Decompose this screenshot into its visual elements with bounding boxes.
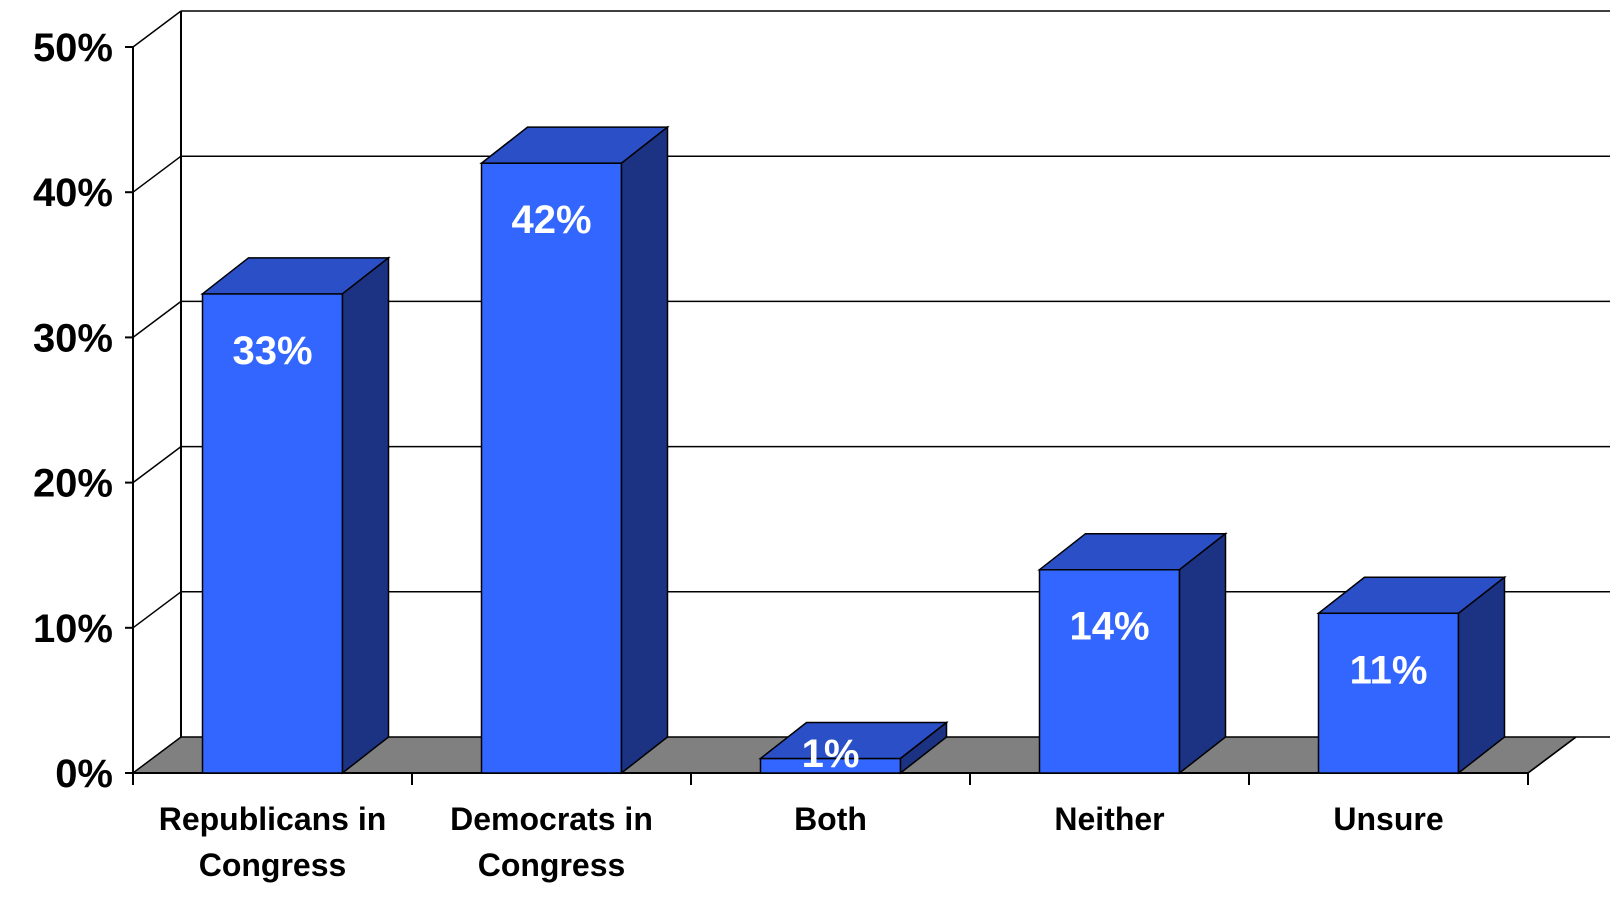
x-tick-label: Republicans in [159, 801, 387, 837]
bar: 11% [1316, 575, 1507, 775]
x-tick-label: Unsure [1333, 801, 1443, 837]
data-label: 11% [1350, 648, 1428, 692]
bar: 14% [1037, 532, 1228, 775]
bar-side [341, 256, 390, 775]
gridline-diagonal [132, 591, 182, 629]
y-tick-label: 30% [33, 316, 113, 360]
gridline-diagonal [132, 300, 182, 338]
x-tick-label: Congress [478, 847, 626, 883]
y-tick-label: 40% [33, 171, 113, 215]
x-tick-label: Neither [1054, 801, 1164, 837]
data-label: 14% [1069, 605, 1149, 649]
y-tick-label: 50% [33, 26, 113, 70]
data-label: 42% [511, 198, 591, 242]
bar-front [1317, 612, 1460, 774]
x-tick-labels: Republicans in Congress Democrats in Congre… [159, 801, 1444, 883]
data-label: 33% [232, 329, 312, 373]
floor-edge [1527, 736, 1577, 774]
bars: 33% 42% 1% 14% 11% [200, 125, 1507, 776]
gridline-diagonal [132, 10, 182, 48]
x-tick-label: Both [794, 801, 867, 837]
bar-side [1178, 532, 1227, 775]
bar-side [899, 720, 948, 775]
bar-front [480, 162, 623, 774]
bar: 1% [758, 720, 949, 776]
y-tick-label: 10% [33, 607, 113, 651]
bar-side [620, 125, 669, 775]
y-tick-label: 0% [55, 752, 113, 796]
bar-side [1457, 575, 1506, 775]
y-tick-labels: 0% 10% 20% 30% 40% 50% [33, 26, 113, 796]
y-tick-label: 20% [33, 462, 113, 506]
data-label: 1% [802, 732, 860, 776]
bar-front [201, 293, 344, 774]
bar-front [1038, 568, 1181, 774]
bar: 42% [479, 125, 670, 775]
x-tick-label: Democrats in [450, 801, 653, 837]
gridline-diagonal [132, 446, 182, 484]
gridline-diagonal [132, 155, 182, 193]
x-tick-label: Congress [199, 847, 347, 883]
bar: 33% [200, 256, 391, 775]
